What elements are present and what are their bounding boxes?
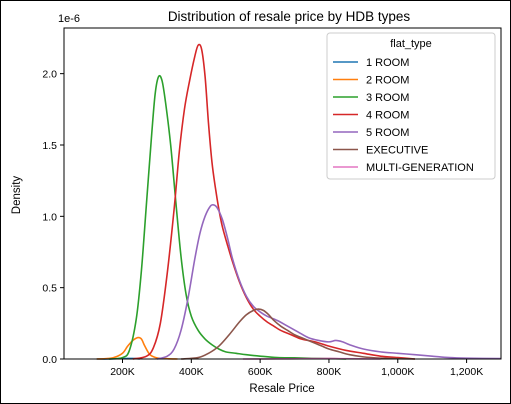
legend-label-1-room: 1 ROOM	[366, 57, 409, 69]
x-tick-label: 400K	[179, 366, 204, 378]
legend-title: flat_type	[390, 38, 432, 50]
legend-box	[326, 32, 496, 180]
y-tick-label: 0.5	[42, 283, 57, 295]
legend-label-3-room: 3 ROOM	[366, 92, 409, 104]
legend-label-4-room: 4 ROOM	[366, 110, 409, 122]
chart-title: Distribution of resale price by HDB type…	[168, 9, 411, 24]
legend-label-multi-generation: MULTI-GENERATION	[366, 162, 474, 174]
legend-label-executive: EXECUTIVE	[366, 145, 428, 157]
series-line-2-room	[96, 336, 178, 360]
x-tick-label: 1,000K	[381, 366, 414, 378]
plot-area	[63, 27, 502, 360]
x-tick-label: 1,200K	[450, 366, 483, 378]
y-tick-label: 1.0	[42, 211, 57, 223]
series-line-5-room	[156, 203, 502, 360]
legend-entries: 1 ROOM 2 ROOM 3 ROOM 4 ROOM 5 ROOM EXECUTIVE M…	[333, 57, 474, 174]
y-tick-label: 2.0	[42, 69, 57, 81]
y-scale-label: 1e-6	[58, 13, 80, 25]
x-tick-label: 200K	[110, 366, 135, 378]
series-line-4-room	[132, 43, 416, 360]
x-axis: 200K 400K 600K 800K 1,000K 1,200K	[110, 359, 483, 378]
x-tick-label: 800K	[317, 366, 342, 378]
x-axis-label: Resale Price	[249, 383, 314, 395]
y-axis-label: Density	[11, 176, 23, 215]
series-line-3-room	[108, 74, 347, 360]
legend: flat_type 1 ROOM 2 ROOM 3 ROOM 4 ROOM 5 ROOM…	[326, 32, 496, 180]
x-tick-label: 600K	[248, 366, 273, 378]
y-axis: 0.0 0.5 1.0 1.5 2.0	[42, 69, 64, 366]
series-line-executive	[180, 308, 415, 360]
y-tick-label: 0.0	[42, 354, 57, 366]
legend-label-5-room: 5 ROOM	[366, 127, 409, 139]
y-tick-label: 1.5	[42, 140, 57, 152]
legend-label-2-room: 2 ROOM	[366, 75, 409, 87]
